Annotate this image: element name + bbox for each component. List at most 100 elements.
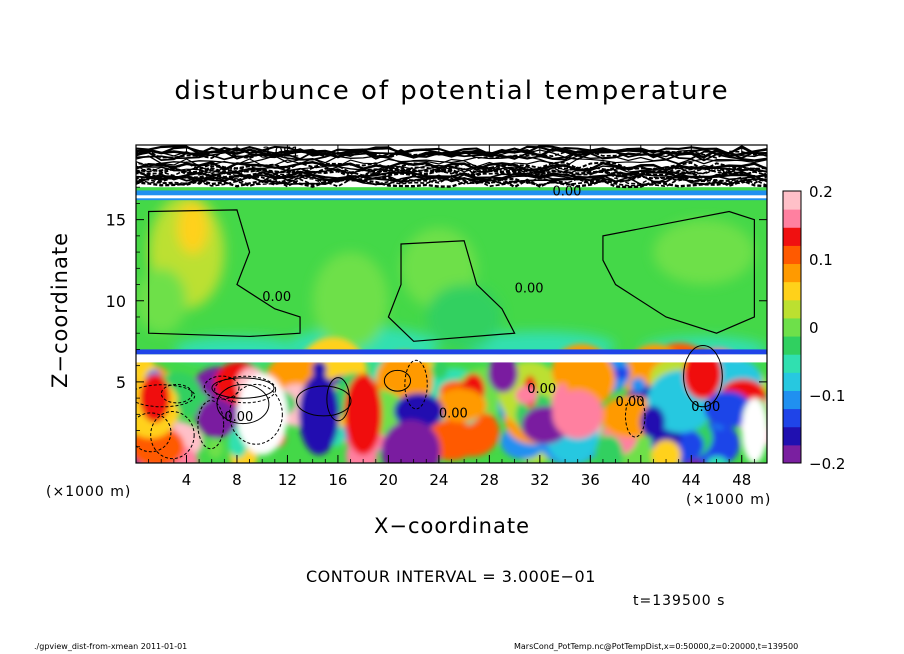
contour-label: 0.00 [616,395,645,410]
colorbar: 0.2 0.1 0 −0.1 −0.2 [782,183,845,473]
turbulence-blob [515,386,537,405]
turbulence-blob [707,456,728,463]
contour-zero-right [602,210,755,334]
x-tick-label: 32 [530,471,549,489]
footer-left-text: ./gpview_dist-from-xmean 2011-01-01 [34,642,188,651]
contour-line [136,149,767,159]
field-patch [139,373,171,423]
turbulence-blob [312,360,327,379]
contour-loop [216,384,270,425]
heatmap-field [136,145,767,463]
contour-loop [383,369,412,392]
field-patch [552,389,603,439]
contour-lines [136,145,767,460]
field-patch [177,201,208,254]
turbulence-blob [594,435,624,463]
x-axis-label: X−coordinate [374,514,530,538]
z-tick-label: 5 [116,373,126,392]
x-tick-label: 20 [379,471,398,489]
band-white-lower [136,354,767,363]
contour-loop [404,359,428,410]
colorbar-swatch [783,390,801,410]
colorbar-swatch [783,336,801,355]
contour-line [136,173,767,183]
x-tick-label: 44 [682,471,701,489]
contour-loop [683,344,723,408]
field-patch [298,373,340,455]
contour-label: 0.00 [527,382,556,397]
contour-loop [197,400,225,450]
contour-label: 0.00 [515,282,544,297]
colorbar-swatch [783,245,801,265]
x-unit-label-left: (×1000 m) [46,484,132,500]
x-axis-ticks: 4 8 12 16 20 24 28 32 36 40 44 48 [148,145,755,489]
contour-loop [296,385,352,417]
x-tick-label: 16 [328,471,347,489]
contour-zero-left [148,209,301,338]
colorbar-tick-label: 0 [809,319,819,337]
colorbar-swatch [783,444,801,464]
colorbar-frame [782,190,802,464]
field-patch [741,398,767,463]
z-axis-ticks: 5 10 15 [106,154,767,448]
colorbar-swatch [783,426,801,446]
contour-loop [229,383,283,445]
turbulence-blob [630,377,646,393]
turbulence-blob [488,354,518,393]
band-blue-lower [136,349,767,355]
band-white-upper [136,195,767,199]
contour-label: 0.00 [552,184,581,199]
contour-label: 3.0E1 [262,145,299,160]
chart-title: disturbunce of potential temperature [174,76,730,106]
contour-label: 0.00 [439,407,468,422]
colorbar-swatch [783,263,801,283]
turbulence-blob [704,390,752,428]
footer-right-text: MarsCond_PotTemp.nc@PotTempDist,x=0:5000… [514,642,799,651]
field-patch [344,373,383,455]
contour-line [136,178,767,189]
contour-line [136,158,767,168]
contour-loop [150,411,195,460]
contour-loop [214,375,277,404]
turbulence-blob [196,397,238,439]
turbulence-blob [651,439,682,463]
turbulence-blob [207,438,224,459]
colorbar-swatch [783,354,801,373]
colorbar-swatch [783,227,801,246]
z-tick-label: 15 [106,211,126,230]
contour-interval-text: CONTOUR INTERVAL = 3.000E−01 [306,567,596,586]
contour-zero-center [387,240,516,342]
x-tick-label: 24 [429,471,448,489]
field-patch [653,219,755,285]
turbulence-blob [381,420,441,463]
x-tick-label: 48 [732,471,751,489]
field-patch [312,252,389,350]
x-unit-label-right: (×1000 m) [686,492,772,508]
colorbar-swatch [783,317,801,337]
x-tick-label: 28 [480,471,499,489]
contour-label: 0.00 [224,410,253,425]
x-tick-label: 8 [232,471,242,489]
contour-line [136,166,767,177]
contour-loop [136,412,172,453]
colorbar-tick-label: −0.2 [809,455,845,473]
contour-label: 0.00 [691,400,720,415]
colorbar-tick-label: 0.2 [809,183,833,201]
z-tick-label: 10 [106,292,126,311]
colorbar-swatch [783,299,801,319]
x-tick-label: 40 [631,471,650,489]
contour-loop [326,377,350,422]
colorbar-tick-label: 0.1 [809,251,833,269]
x-tick-label: 12 [278,471,297,489]
x-tick-label: 36 [581,471,600,489]
turbulence-blob [430,359,448,379]
colorbar-swatch [783,408,801,428]
field-patch [426,284,502,350]
turbulence-blob [435,388,487,423]
turbulence-blob [640,406,665,439]
turbulence-blob [612,367,630,380]
contour-loop [211,377,275,399]
contour-line [136,164,767,174]
contour-loop [624,395,646,438]
